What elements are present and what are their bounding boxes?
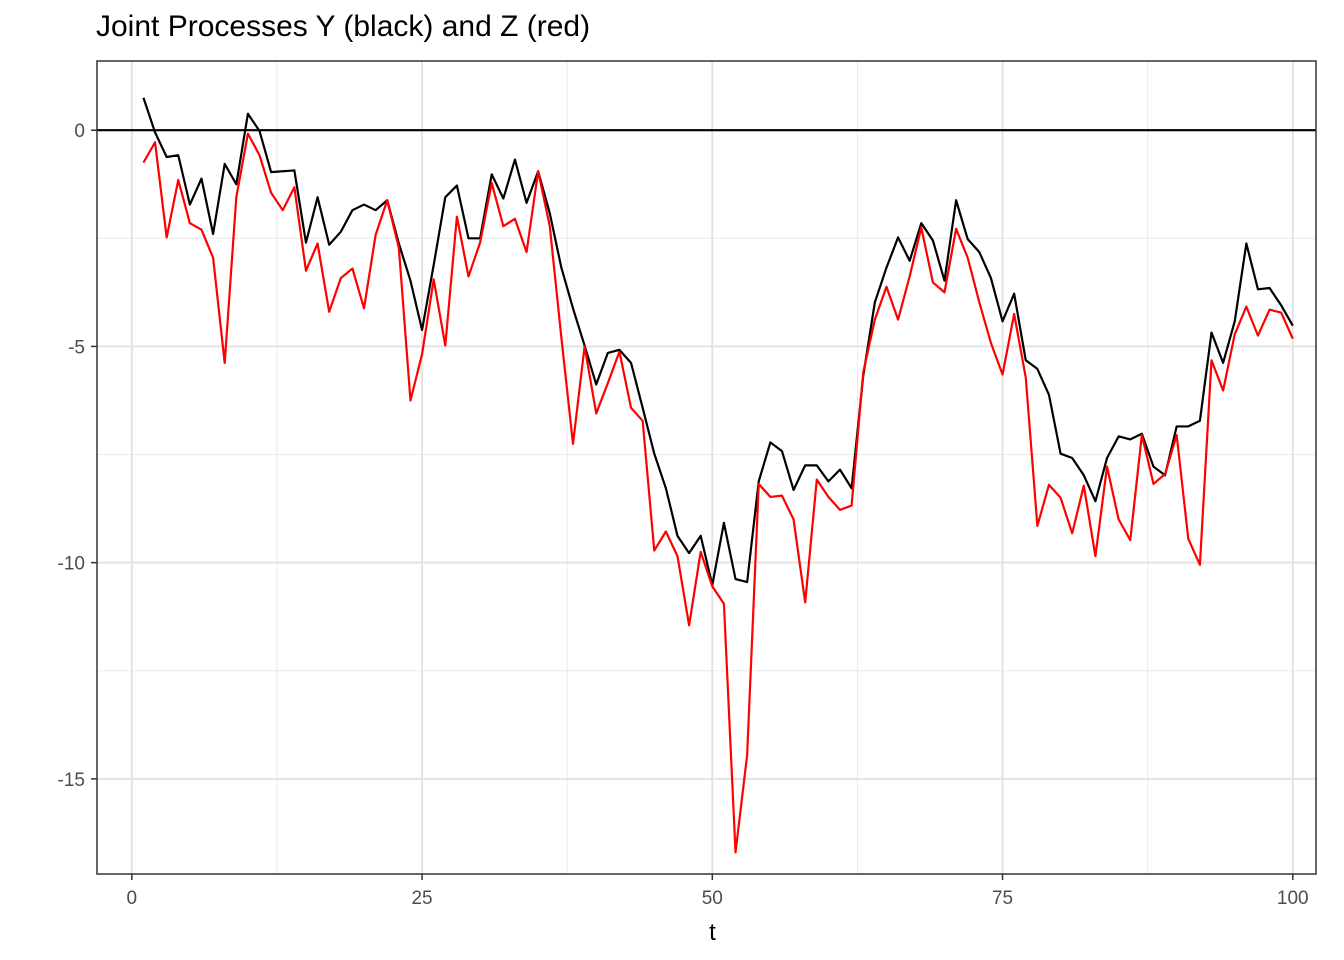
x-axis: 0 25 50 75 100 <box>127 874 1309 909</box>
x-tick-label: 25 <box>411 888 432 909</box>
grid-major <box>97 61 1316 874</box>
series-line-2 <box>142 132 1294 854</box>
x-tick-label: 0 <box>127 888 138 909</box>
grid-minor <box>97 61 1316 874</box>
x-tick-label: 50 <box>702 888 723 909</box>
y-tick-label: 0 <box>74 121 85 142</box>
x-tick-label: 100 <box>1277 888 1309 909</box>
y-tick-label: -10 <box>58 554 85 575</box>
x-axis-title: t <box>709 919 716 946</box>
y-axis: 0 -5 -10 -15 <box>58 121 97 791</box>
series-line-1 <box>142 97 1294 587</box>
panel-border <box>96 60 1317 875</box>
y-tick-label: -5 <box>68 337 85 358</box>
y-tick-label: -15 <box>58 770 85 791</box>
series-layer <box>142 97 1294 854</box>
chart-title: Joint Processes Y (black) and Z (red) <box>96 10 591 43</box>
x-tick-label: 75 <box>992 888 1013 909</box>
